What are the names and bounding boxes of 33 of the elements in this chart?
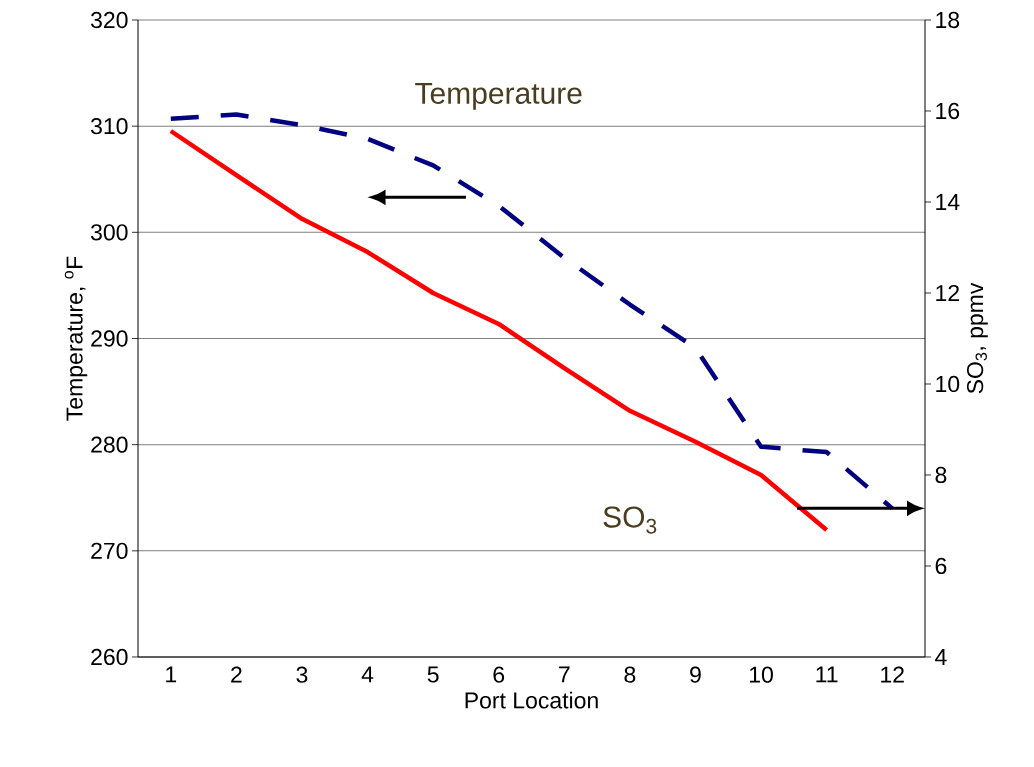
x-tick-label: 8 [624, 666, 636, 683]
y2-tick-label: 10 [936, 375, 960, 393]
text: SO$_{3}$ [603, 506, 657, 534]
x-tick-label: 9 [690, 666, 701, 683]
x-tick-label: 4 [361, 666, 374, 683]
y2-tick-label: 16 [936, 102, 960, 120]
y2-tick-label: 18 [936, 11, 960, 29]
y2-axis-title: SO$_{3}$, ppmv [966, 282, 988, 394]
y-tick-label: 270 [91, 542, 128, 559]
y-tick-label: 300 [90, 224, 128, 241]
x-tick-label: 12 [881, 666, 904, 683]
y2-tick-label: 12 [936, 284, 959, 302]
series-label: Temperature [415, 83, 582, 110]
x-tick-label: 10 [750, 666, 773, 683]
x-tick-label: 1 [166, 666, 177, 683]
y2-tick-label: 4 [935, 649, 947, 665]
x-tick-label: 2 [231, 666, 242, 683]
y2-tick-label: 8 [935, 466, 947, 484]
y2-tick-label: 6 [935, 557, 947, 575]
x-tick-label: 3 [296, 666, 308, 683]
y-tick-label: 320 [90, 11, 128, 29]
x-axis-title: Port Location [465, 691, 598, 709]
y-tick-label: 280 [91, 436, 128, 453]
y-tick-label: 260 [91, 648, 128, 666]
y-tick-label: 290 [91, 330, 128, 347]
x-tick-label: 11 [816, 666, 838, 683]
y-tick-label: 310 [90, 118, 128, 135]
x-tick-label: 6 [493, 666, 505, 683]
y2-tick-label: 14 [936, 194, 960, 210]
y-axis-title: Temperature, $^{o}$F [64, 256, 88, 421]
x-tick-label: 5 [427, 666, 439, 683]
line-series [168, 128, 829, 533]
x-tick-label: 7 [559, 666, 570, 683]
